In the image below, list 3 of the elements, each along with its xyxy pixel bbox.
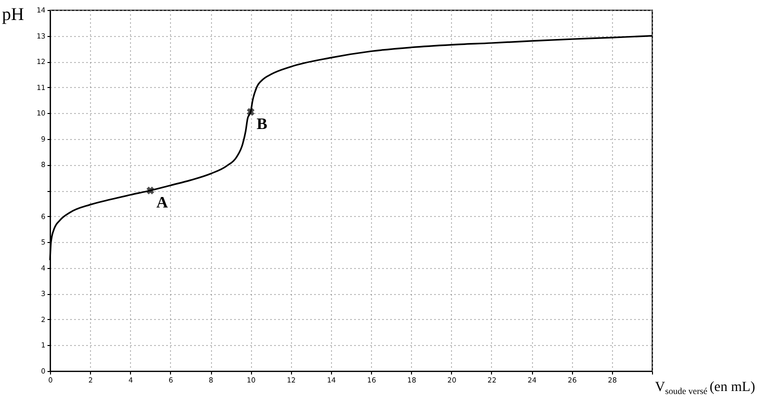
y-axis-title: pH [2,4,24,24]
annotation: B [256,116,268,133]
annotation: A [156,194,168,212]
